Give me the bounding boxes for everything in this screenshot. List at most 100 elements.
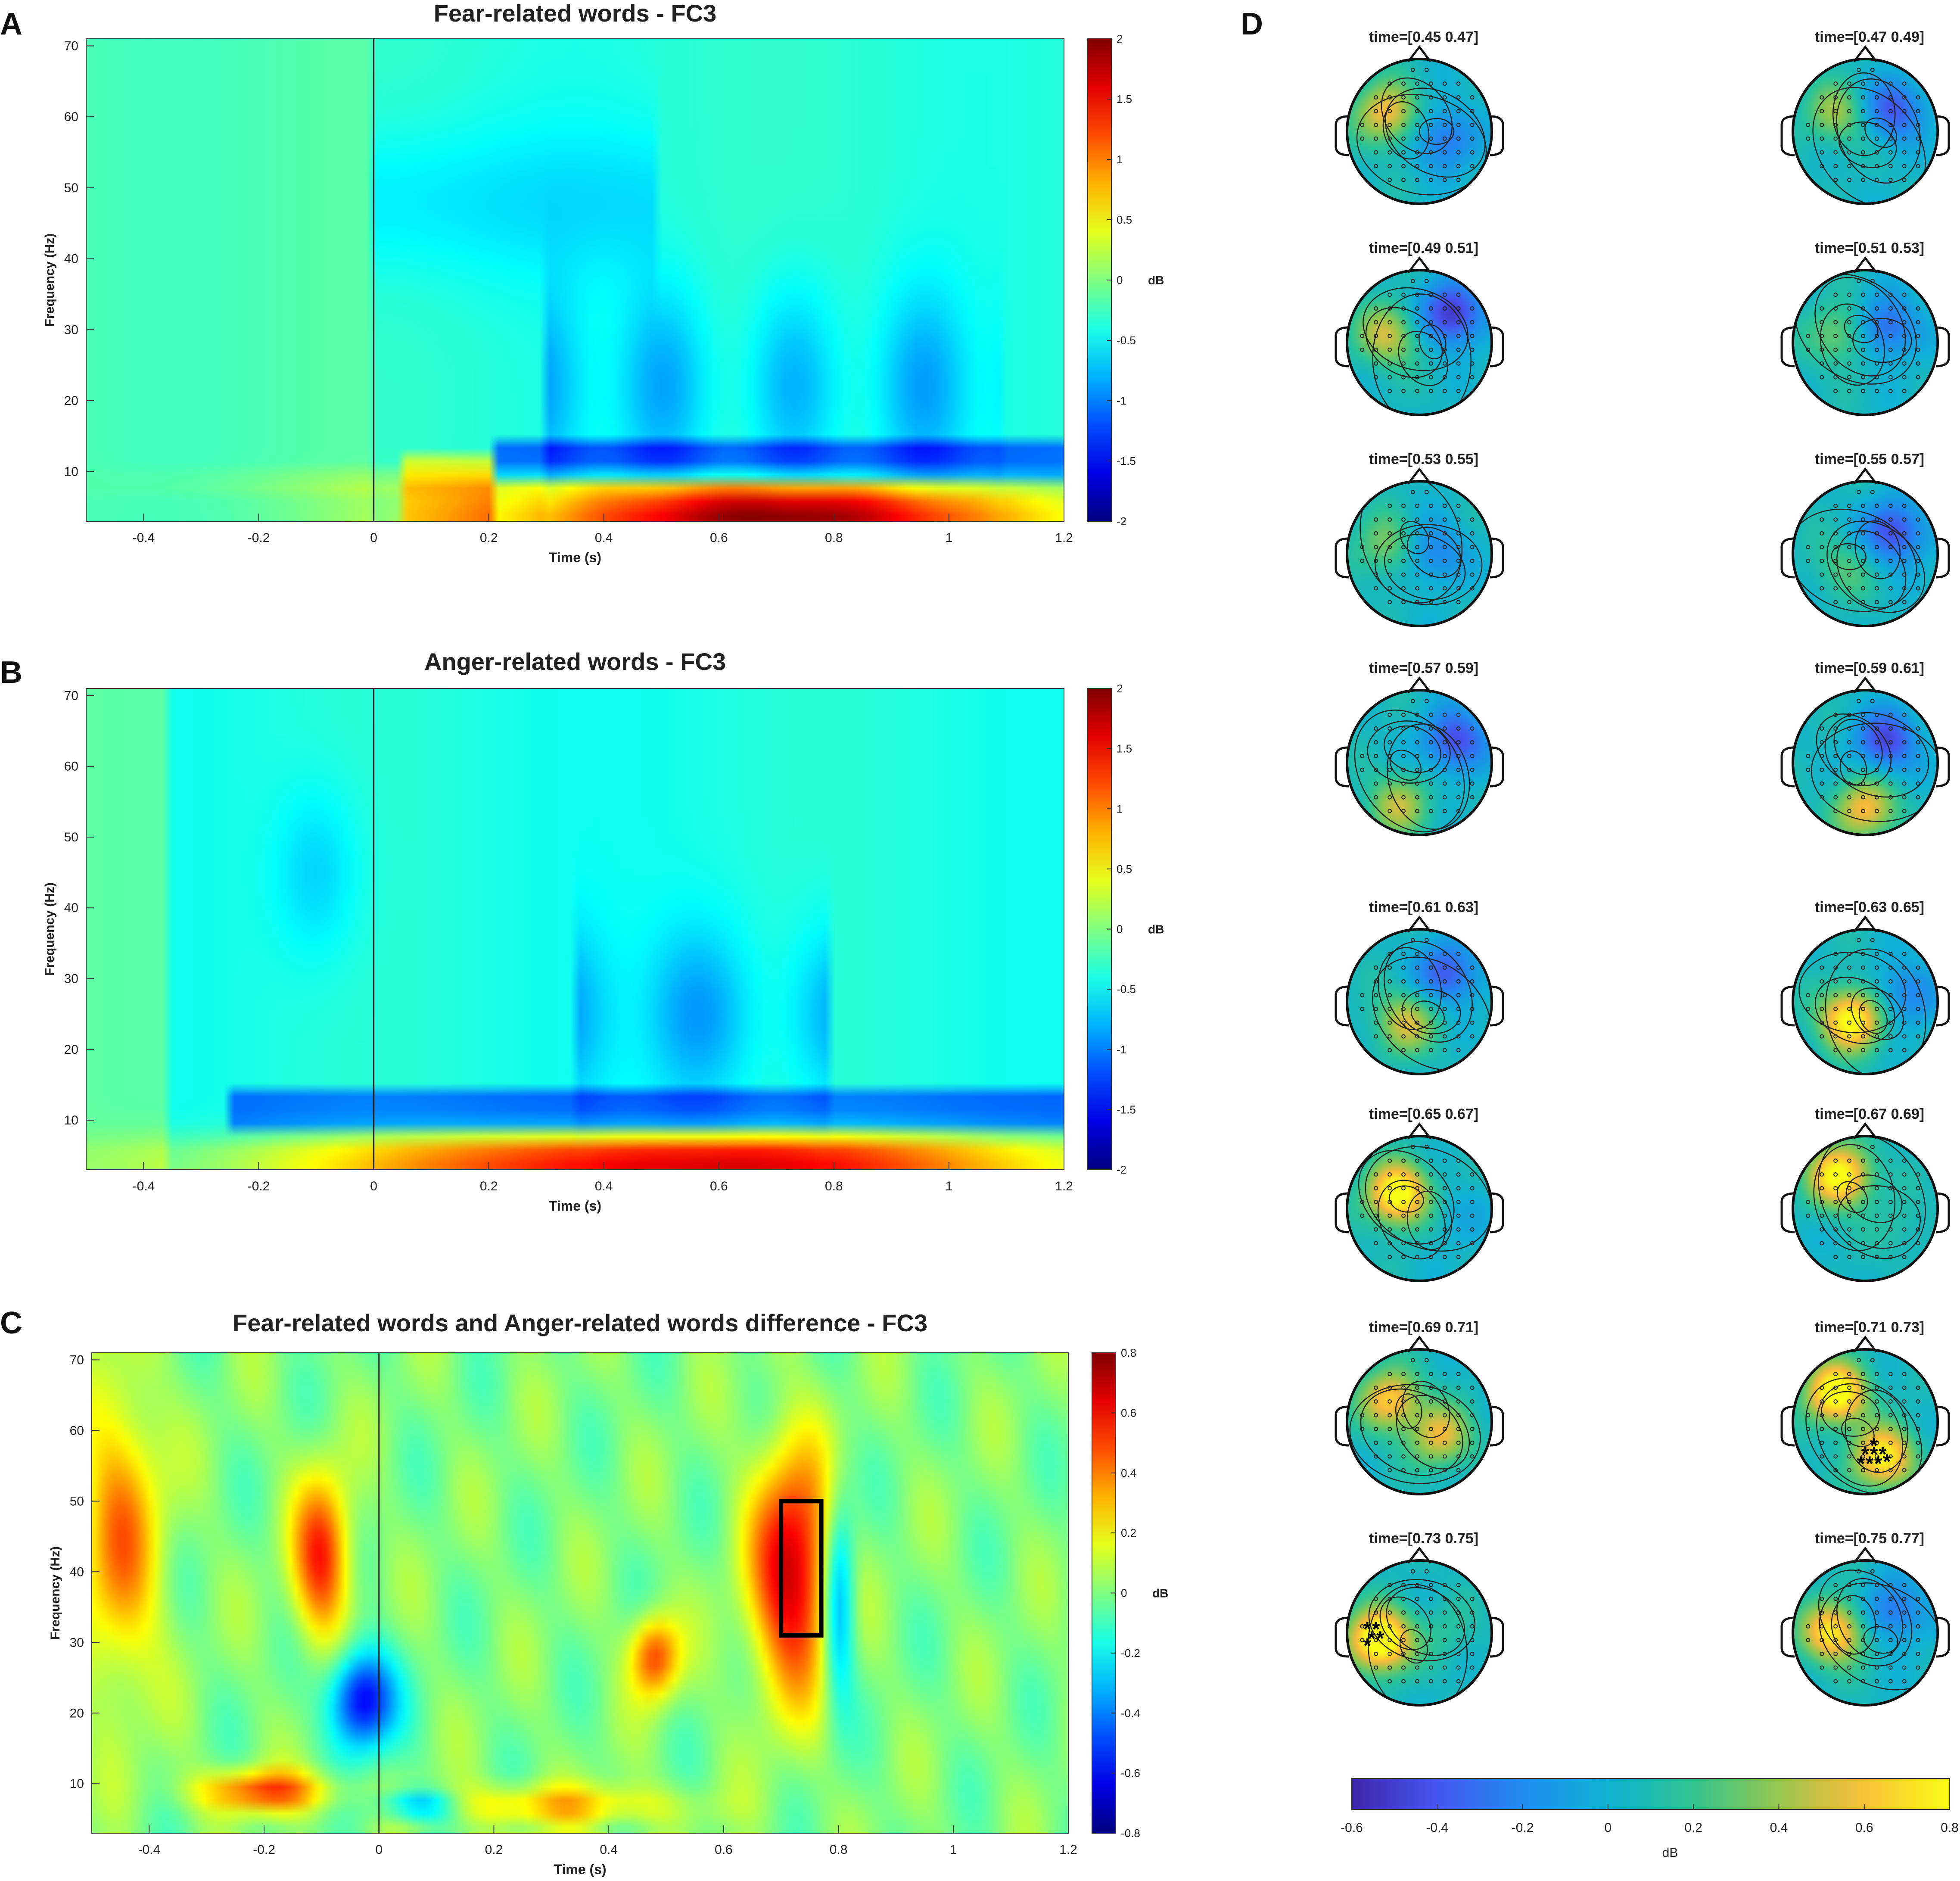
electrode (1442, 504, 1447, 508)
electrode (1874, 726, 1879, 731)
electrode (1401, 740, 1406, 744)
electrode (1388, 979, 1392, 984)
x-tick-label-b: 1 (946, 1179, 953, 1193)
electrode (1428, 965, 1433, 970)
contour-line (1349, 1384, 1481, 1484)
electrode (1833, 952, 1838, 956)
electrode (1415, 795, 1419, 800)
electrode (1401, 389, 1406, 393)
electrode (1820, 586, 1824, 591)
colorbar-label-a: dB (1148, 274, 1164, 287)
electrode (1388, 809, 1392, 813)
electrode (1833, 1426, 1838, 1431)
electrode (1456, 1651, 1461, 1656)
topomap-label: time=[0.63 0.65] (1815, 899, 1924, 916)
electrode (1874, 558, 1879, 563)
electrode (1820, 1006, 1824, 1011)
panel-letter-c: C (0, 1306, 22, 1340)
electrode (1470, 781, 1475, 786)
electrode (1415, 781, 1419, 786)
colorbar-tick-label-d: -0.2 (1512, 1821, 1534, 1835)
electrode (1916, 1034, 1920, 1039)
y-axis-label-a: Frequency (Hz) (43, 234, 57, 327)
electrode (1902, 95, 1907, 100)
y-tick-label-c: 10 (70, 1777, 84, 1791)
electrode (1874, 1020, 1879, 1025)
electrode (1860, 1227, 1865, 1232)
panel-letter-d: D (1241, 7, 1263, 41)
electrode (1374, 558, 1378, 563)
electrode (1415, 1227, 1419, 1232)
x-tick-label-a: 1 (946, 531, 953, 545)
electrode (1388, 1213, 1392, 1218)
electrode (1456, 1413, 1461, 1417)
electrode (1374, 1426, 1378, 1431)
electrode (1428, 1610, 1433, 1615)
topomap-contours (1363, 287, 1472, 415)
electrode (1470, 795, 1475, 800)
electrode (1415, 1679, 1419, 1684)
head-outline (1346, 480, 1493, 627)
electrode (1874, 504, 1879, 508)
electrode (1442, 1665, 1447, 1670)
electrode (1428, 713, 1433, 717)
electrode (1902, 333, 1907, 338)
y-tick-label-a: 30 (64, 323, 78, 337)
electrode (1415, 1241, 1419, 1246)
electrode (1874, 1440, 1879, 1445)
electrode (1902, 1158, 1907, 1163)
electrode (1902, 767, 1907, 772)
y-tick-label-b: 70 (64, 688, 78, 703)
electrode (1856, 699, 1861, 704)
electrode (1888, 347, 1893, 352)
electrode (1847, 81, 1852, 86)
electrode (1428, 1213, 1433, 1218)
electrode (1428, 306, 1433, 311)
contour-line (1378, 947, 1442, 1030)
contour-line (1811, 723, 1938, 822)
contour-line (1372, 293, 1472, 415)
electrode (1428, 1186, 1433, 1190)
head-outline (1346, 58, 1493, 205)
electrode (1388, 1172, 1392, 1177)
electrode (1847, 1020, 1852, 1025)
electrode (1916, 517, 1920, 522)
electrode (1470, 164, 1475, 168)
electrode (1888, 1172, 1893, 1177)
contour-line (1377, 1180, 1446, 1260)
electrode (1388, 1399, 1392, 1404)
electrode (1401, 1665, 1406, 1670)
electrode (1456, 293, 1461, 297)
electrode (1401, 1372, 1406, 1376)
electrode (1902, 740, 1907, 744)
electrode (1870, 1569, 1875, 1574)
significance-marker: * (1857, 1452, 1865, 1475)
contour-line (1358, 1150, 1455, 1245)
electrode (1456, 600, 1461, 604)
electrode (1902, 109, 1907, 113)
left-ear (1780, 537, 1795, 579)
electrode (1847, 389, 1852, 393)
electrode (1428, 809, 1433, 813)
head-outline (1792, 1559, 1939, 1707)
electrode (1860, 767, 1865, 772)
electrode (1820, 1172, 1824, 1177)
electrode (1456, 1597, 1461, 1601)
electrode (1820, 572, 1824, 577)
electrode (1847, 1386, 1852, 1390)
electrode (1424, 1145, 1429, 1149)
electrode (1847, 965, 1852, 970)
electrode (1888, 1468, 1893, 1473)
electrode (1847, 361, 1852, 366)
electrode (1470, 1006, 1475, 1011)
right-ear (1490, 115, 1504, 156)
topomap-label: time=[0.73 0.75] (1369, 1530, 1478, 1547)
electrode (1360, 333, 1365, 338)
electrode (1401, 558, 1406, 563)
right-ear (1935, 1616, 1950, 1658)
electrode (1374, 1199, 1378, 1204)
contour-line (1388, 1185, 1424, 1213)
electrode (1424, 1569, 1429, 1574)
electrode (1833, 1199, 1838, 1204)
electrode (1902, 1372, 1907, 1376)
